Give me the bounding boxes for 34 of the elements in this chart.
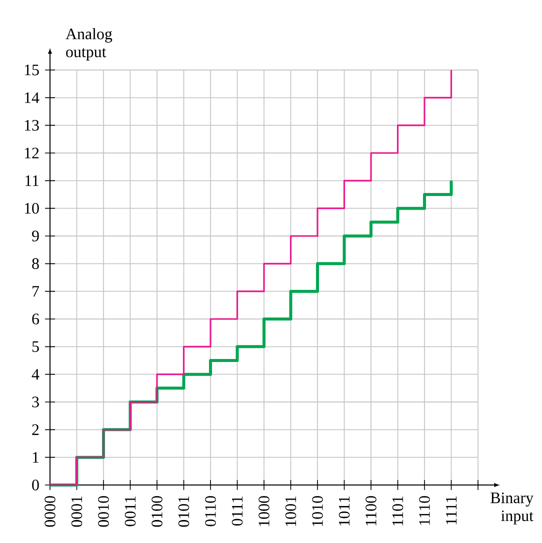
x-tick-label: 1000 [258,496,270,526]
y-tick-label: 12 [24,148,39,158]
y-tick-label: 3 [32,396,39,408]
x-tick-label: 1001 [285,496,296,526]
x-tick-label: 1101 [392,496,404,526]
y-tick-label: 10 [24,202,39,214]
y-axis-title: Analog output [66,28,112,60]
x-tick-label: 1010 [312,496,323,526]
y-tick-label: 1 [32,452,39,463]
x-tick-label: 0011 [124,496,136,526]
x-tick-label: 0101 [178,496,190,527]
y-tick-label: 6 [32,314,40,324]
y-tick-label: 0 [32,480,39,490]
x-tick-label: 1100 [366,496,376,526]
x-tick-label: 1011 [338,496,350,526]
y-tick-label: 7 [32,286,40,297]
x-tick-label: 1110 [419,496,430,525]
y-tick-label: 13 [24,120,39,131]
x-tick-label: 0000 [44,496,56,527]
y-tick-label: 4 [32,369,40,380]
y-tick-label: 15 [24,64,39,76]
y-tick-label: 11 [26,175,39,186]
x-tick-label: 0010 [98,496,109,527]
x-tick-label: 0111 [232,496,243,526]
y-tick-label: 8 [32,258,39,270]
y-tick-label: 14 [24,92,40,103]
y-tick-label: 9 [32,230,39,242]
x-tick-label: 1111 [446,496,457,524]
y-tick-label: 2 [32,424,39,435]
x-tick-label: 0001 [71,496,82,527]
x-tick-label: 0110 [205,496,216,526]
y-tick-label: 5 [32,341,39,352]
x-axis-title: Binary input [490,492,534,524]
x-tick-label: 0100 [152,496,162,527]
